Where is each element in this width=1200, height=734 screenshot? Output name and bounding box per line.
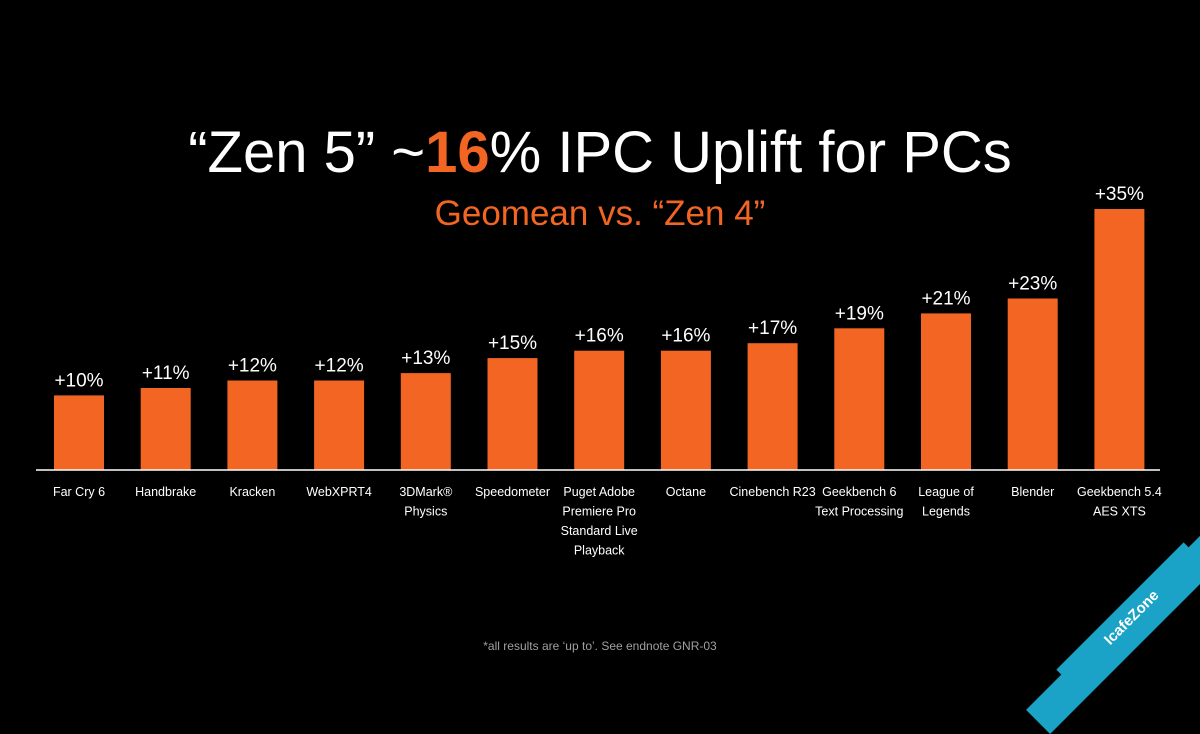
category-label: Octane	[666, 485, 706, 499]
footnote: *all results are ‘up to’. See endnote GN…	[483, 639, 717, 653]
category-label: 3DMark® Physics	[399, 485, 453, 519]
bar	[314, 380, 365, 470]
category-label-line: Text Processing	[815, 505, 903, 519]
category-label-line: AES XTS	[1093, 505, 1146, 519]
data-label: +12%	[228, 356, 277, 377]
category-label: Geekbench 6 Text Processing	[815, 485, 903, 519]
category-label-line: Octane	[666, 485, 706, 499]
category-label: Handbrake	[135, 485, 196, 499]
category-label-line: Speedometer	[475, 485, 550, 499]
title-prefix: “Zen 5” ~	[188, 120, 426, 185]
slide-subtitle: Geomean vs. “Zen 4”	[434, 194, 766, 233]
slide: “Zen 5” ~16% IPC Uplift for PCs Geomean …	[0, 118, 1200, 734]
category-label: Kracken	[229, 485, 275, 499]
category-label-line: League of	[918, 485, 974, 499]
category-label-line: WebXPRT4	[306, 485, 372, 499]
category-label-line: 3DMark®	[399, 485, 453, 499]
category-label-line: Far Cry 6	[53, 485, 105, 499]
category-label-line: Geekbench 5.4	[1077, 485, 1162, 499]
category-label-line: Blender	[1011, 485, 1054, 499]
title-highlight: 16	[425, 120, 490, 185]
category-label-line: Physics	[404, 505, 447, 519]
data-label: +15%	[488, 333, 537, 354]
data-label: +19%	[835, 303, 884, 324]
data-label: +11%	[142, 363, 190, 384]
category-label-line: Puget Adobe	[563, 485, 635, 499]
data-label: +16%	[575, 326, 624, 347]
category-label: Speedometer	[475, 485, 550, 499]
bar	[400, 373, 451, 470]
title-suffix: % IPC Uplift for PCs	[489, 120, 1012, 185]
bar-chart: +10% Far Cry 6 +11% Handbrake +12% Kracken +12…	[36, 184, 1162, 558]
bar	[1007, 298, 1058, 470]
category-label-line: Legends	[922, 505, 970, 519]
bar	[660, 350, 711, 470]
data-label: +17%	[748, 318, 797, 339]
category-label: Blender	[1011, 485, 1054, 499]
category-label: Far Cry 6	[53, 485, 105, 499]
data-label: +16%	[661, 326, 710, 347]
category-label-line: Kracken	[229, 485, 275, 499]
data-label: +23%	[1008, 274, 1057, 295]
data-label: +13%	[401, 348, 450, 369]
slide-title: “Zen 5” ~16% IPC Uplift for PCs	[0, 118, 1200, 188]
category-label-line: Playback	[574, 544, 625, 558]
bar	[834, 328, 885, 470]
category-label: WebXPRT4	[306, 485, 372, 499]
bar	[747, 343, 798, 470]
category-label-line: Cinebench R23	[730, 485, 816, 499]
category-label-line: Handbrake	[135, 485, 196, 499]
data-label: +10%	[54, 370, 103, 391]
bar	[1094, 209, 1145, 470]
bar	[227, 380, 278, 470]
bar	[574, 350, 625, 470]
bar	[921, 313, 971, 470]
data-label: +21%	[921, 288, 970, 309]
category-label: League of Legends	[918, 485, 974, 519]
category-label: Geekbench 5.4 AES XTS	[1077, 485, 1162, 519]
bar	[487, 358, 538, 470]
data-label: +35%	[1095, 184, 1144, 205]
bar	[54, 395, 104, 470]
category-label: Cinebench R23	[730, 485, 816, 499]
category-label-line: Geekbench 6	[822, 485, 896, 499]
category-label-line: Standard Live	[561, 524, 638, 538]
category-label-line: Premiere Pro	[562, 505, 636, 519]
data-label: +12%	[315, 356, 364, 377]
category-label: Puget Adobe Premiere Pro Standard Live Play…	[561, 485, 638, 558]
bar	[140, 388, 191, 470]
